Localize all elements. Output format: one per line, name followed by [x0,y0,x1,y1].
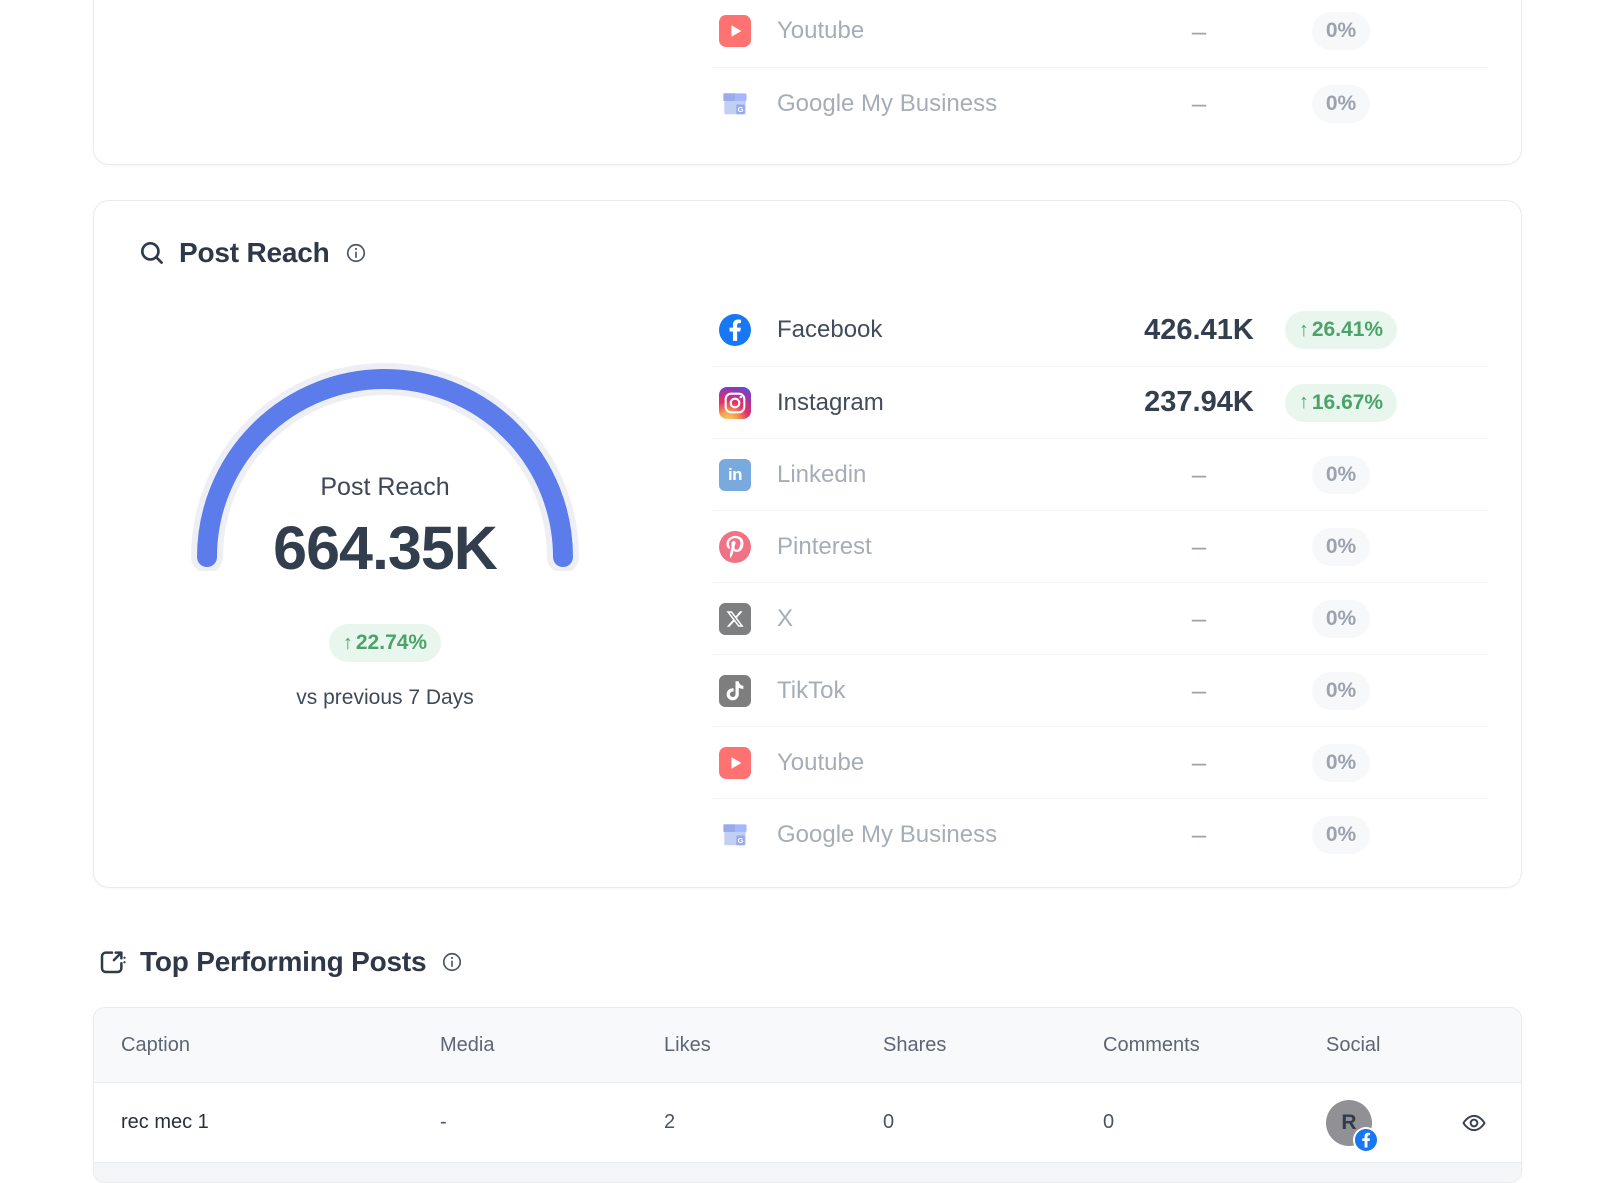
change-badge: 0% [1311,527,1371,566]
platform-value: 237.94K [1144,386,1254,418]
platform-label: Pinterest [777,532,872,560]
platform-label: Linkedin [777,460,867,488]
table-footer-strip [94,1163,1521,1182]
column-header-likes: Likes [664,1033,711,1056]
platform-value: – [1191,15,1207,46]
change-badge: ↑ 16.67% [1284,383,1398,422]
facebook-icon [719,314,751,346]
instagram-icon [719,386,751,419]
table-body: rec mec 1 - 2 0 0 R [94,1083,1521,1163]
post-caption: rec mec 1 [121,1111,209,1133]
change-badge: 0% [1311,12,1371,50]
platform-row-linkedin: in Linkedin – 0% [713,438,1488,510]
up-arrow-icon: ↑ [1298,318,1309,341]
google-my-business-icon: G [719,819,751,851]
info-icon[interactable] [441,951,463,973]
platform-label: Youtube [777,17,865,44]
table-header-row: Caption Media Likes Shares Comments Social [94,1008,1521,1083]
platform-value: – [1191,531,1207,561]
top-posts-header: Top Performing Posts [97,946,463,978]
change-badge: ↑ 26.41% [1284,311,1398,349]
posts-icon [97,947,127,977]
platform-label: TikTok [777,676,846,704]
platform-label: Instagram [777,388,884,416]
column-header-social: Social [1326,1033,1381,1056]
gauge-change-badge: ↑ 22.74% [328,624,442,662]
platform-label: Youtube [777,748,865,776]
table-row: rec mec 1 - 2 0 0 R [94,1083,1521,1163]
post-likes: 2 [664,1111,676,1133]
platform-list: Youtube – 0% G Google My Business – 0% [713,0,1488,139]
post-comments: 0 [1103,1111,1115,1133]
tiktok-icon [719,674,751,707]
platform-label: X [777,604,794,632]
platform-row-tiktok: TikTok – 0% [713,654,1488,726]
column-header-shares: Shares [883,1033,947,1056]
column-header-comments: Comments [1103,1033,1200,1056]
svg-text:G: G [738,836,744,845]
change-badge: 0% [1311,671,1371,710]
gauge-metric-label: Post Reach [320,473,450,501]
post-reach-title: Post Reach [179,237,330,268]
change-badge: 0% [1311,455,1371,494]
post-reach-gauge: Post Reach 664.35K ↑ 22.74% vs previous 7… [185,201,585,721]
platform-value: – [1191,747,1207,777]
up-arrow-icon: ↑ [342,631,353,654]
facebook-badge-icon [1355,1128,1377,1151]
linkedin-icon: in [719,458,751,491]
post-reach-card-header: Post Reach [138,237,367,269]
platform-row-pinterest: Pinterest – 0% [713,510,1488,582]
pinterest-icon [719,530,751,563]
platform-label: Google My Business [777,89,998,117]
gauge-arc-chart [191,363,579,571]
x-icon [719,602,751,635]
google-my-business-icon: G [719,88,751,120]
youtube-icon [719,15,751,47]
gauge-metric-value: 664.35K [273,514,498,582]
platform-row-facebook: Facebook 426.41K ↑ 26.41% [713,294,1488,366]
avatar: R [1326,1099,1377,1151]
platform-value: – [1191,459,1207,489]
platform-label: Facebook [777,316,883,343]
platform-row-instagram: Instagram 237.94K ↑ 16.67% [713,366,1488,438]
post-reach-card: Post Reach Post Reach 664.35K ↑ 22.74% vs… [93,200,1522,888]
youtube-icon [719,746,751,779]
column-header-media: Media [440,1033,495,1056]
platform-row-youtube: Youtube – 0% [713,726,1488,798]
platform-row-x: X – 0% [713,582,1488,654]
change-badge: 0% [1311,84,1371,123]
top-posts-title: Top Performing Posts [140,946,427,977]
platform-label: Google My Business [777,820,998,848]
column-header-caption: Caption [121,1033,190,1056]
platform-value: – [1191,88,1207,118]
platform-value: – [1191,603,1207,633]
change-badge: 0% [1311,815,1371,854]
platform-value: – [1191,675,1207,705]
change-badge: 0% [1311,599,1371,638]
top-posts-table: Caption Media Likes Shares Comments Social re… [93,1007,1522,1183]
up-arrow-icon: ↑ [1298,391,1309,413]
svg-text:G: G [738,105,744,114]
platform-row-google-my-business: G Google My Business – 0% [713,798,1488,870]
info-icon[interactable] [345,242,367,264]
view-post-icon[interactable] [1461,1110,1487,1136]
platform-value: – [1191,819,1207,849]
platform-row-google-my-business: G Google My Business – 0% [713,67,1488,139]
gauge-compare-label: vs previous 7 Days [296,686,474,709]
post-media: - [440,1111,447,1133]
platform-value: 426.41K [1144,313,1254,346]
previous-metric-card: Youtube – 0% G Google My Business – 0% [93,0,1522,165]
platform-row-youtube: Youtube – 0% [713,0,1488,67]
post-shares: 0 [883,1111,895,1133]
platform-list: Facebook 426.41K ↑ 26.41% Instagram 237.94K ↑ 1… [713,294,1488,870]
change-badge: 0% [1311,743,1371,782]
search-icon [138,239,166,267]
